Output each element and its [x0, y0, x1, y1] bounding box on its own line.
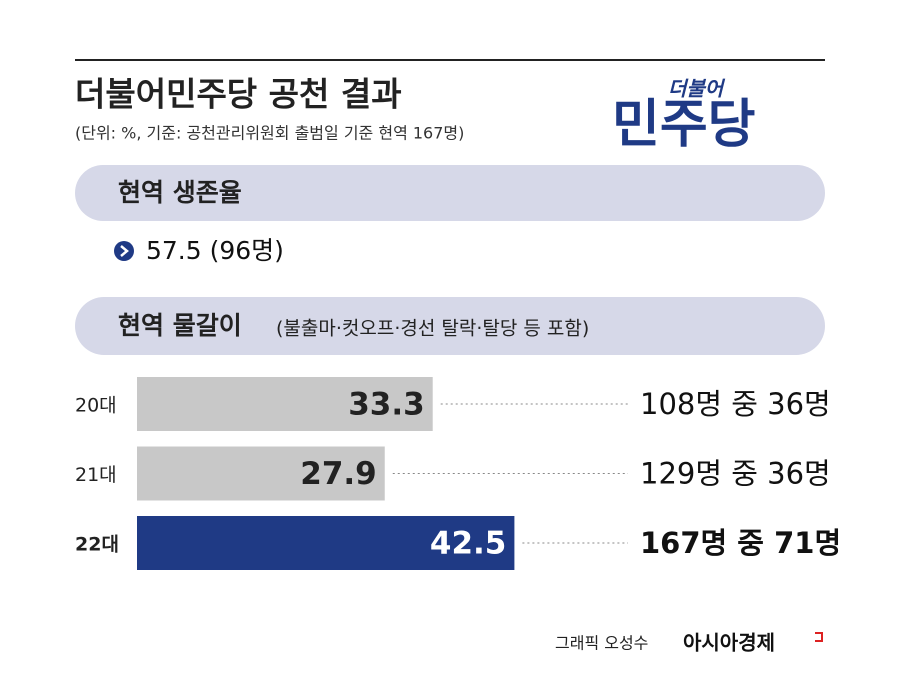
logo-small: 더불어: [668, 77, 726, 101]
category-label: 20대: [75, 395, 117, 417]
annotation: 129명 중 36명: [640, 457, 831, 491]
credit: 그래픽 오성수: [555, 634, 648, 653]
brand-mark: [815, 632, 823, 642]
annotation: 167명 중 71명: [640, 526, 841, 560]
section-pill: [75, 297, 825, 355]
category-label: 21대: [75, 464, 117, 486]
bar: [137, 446, 385, 501]
section-pill: [75, 165, 825, 221]
chart-subtitle: (불출마·컷오프·경선 탈락·탈당 등 포함): [276, 318, 589, 340]
annotation: 108명 중 36명: [640, 387, 831, 421]
value-label: 42.5: [430, 526, 507, 562]
bar: [137, 516, 515, 570]
bullet-arrow: [120, 245, 129, 257]
bullet: [114, 241, 134, 261]
category-label: 22대: [75, 534, 119, 556]
value-label: 27.9: [300, 456, 377, 492]
title: 더불어민주당 공천 결과: [75, 75, 402, 114]
section-heading: 현역 생존율: [118, 178, 242, 207]
logo-big: 민주당: [612, 95, 756, 155]
brand: 아시아경제: [683, 631, 775, 655]
chart-title: 현역 물갈이: [118, 311, 242, 340]
bar: [137, 377, 433, 431]
subtitle: (단위: %, 기준: 공천관리위원회 출범일 기준 현역 167명): [75, 124, 464, 143]
survival-text: 57.5 (96명): [146, 236, 284, 265]
value-label: 33.3: [348, 387, 425, 423]
